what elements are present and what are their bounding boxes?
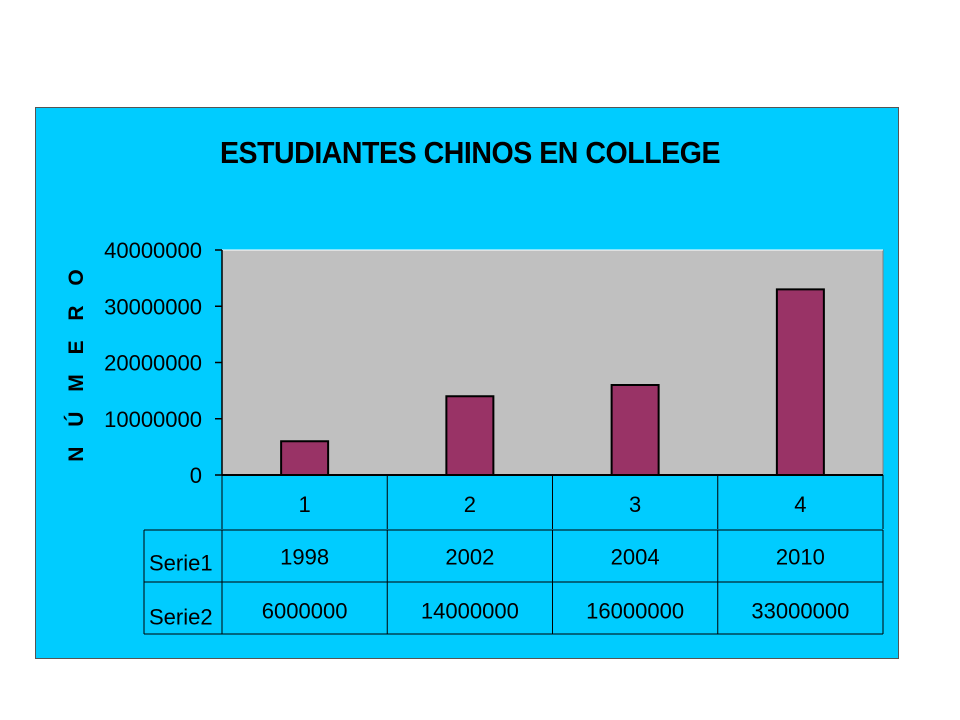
table-row-label: Serie1 [149,551,213,576]
y-tick-label: 0 [190,463,202,488]
x-tick-label: 4 [794,492,806,517]
table-row-label: Serie2 [149,605,213,630]
y-tick-label: 40000000 [104,238,202,263]
table-cell: 14000000 [421,599,519,624]
table-cell: 6000000 [262,599,348,624]
table-cell: 2010 [776,545,825,570]
y-tick-label: 30000000 [104,294,202,319]
table-cell: 1998 [280,545,329,570]
y-tick-label: 10000000 [104,407,202,432]
bar [610,384,660,476]
bar [280,440,330,476]
y-tick-label: 20000000 [104,351,202,376]
chart-title: ESTUDIANTES CHINOS EN COLLEGE [219,135,721,170]
bar [445,395,495,476]
x-tick-label: 3 [629,492,641,517]
table-cell: 2004 [611,545,660,570]
x-tick-label: 2 [464,492,476,517]
table-cell: 16000000 [586,599,684,624]
table-cell: 33000000 [751,599,849,624]
x-tick-label: 1 [299,492,311,517]
table-cell: 2002 [445,545,494,570]
bar [775,288,825,476]
